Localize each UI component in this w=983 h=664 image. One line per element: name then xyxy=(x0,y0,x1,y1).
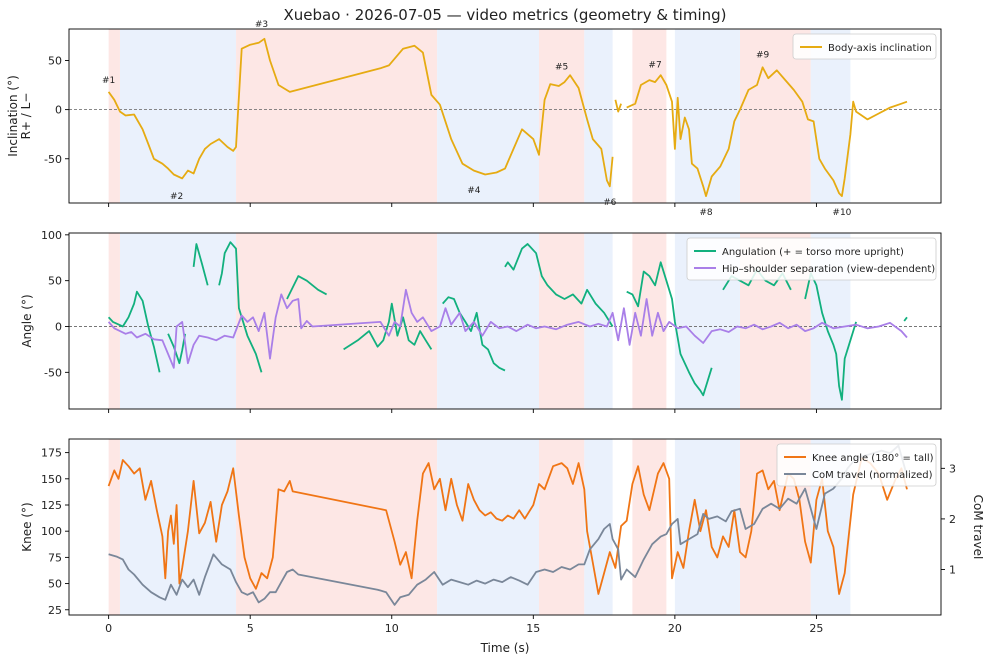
event-annotation: #8 xyxy=(699,208,713,218)
figure-title: Xuebao · 2026-07-05 — video metrics (geo… xyxy=(283,6,726,24)
y-tick-label: 125 xyxy=(41,499,62,512)
plot-frame xyxy=(68,28,942,204)
y-tick-label: 0 xyxy=(55,104,62,117)
y-tick-label: 175 xyxy=(41,447,62,460)
x-tick-label: 10 xyxy=(385,622,399,635)
band-5 xyxy=(538,233,585,409)
x-tick-label: 15 xyxy=(526,622,540,635)
series-1-segment-1 xyxy=(107,457,908,595)
series-1-segment-3 xyxy=(626,66,908,197)
legend: Body-axis inclination xyxy=(792,33,937,60)
legend-entry: CoM travel (normalized) xyxy=(812,470,933,481)
y-right-tick-label: 3 xyxy=(949,462,956,475)
legend-entry: Angulation (+ = torso more upright) xyxy=(722,247,904,258)
series-1-segment-6 xyxy=(343,302,433,351)
shaded-bands xyxy=(108,29,851,203)
series-1-segment-1 xyxy=(107,290,161,373)
x-tick-label: 20 xyxy=(668,622,682,635)
band-1 xyxy=(108,439,120,615)
band-8 xyxy=(674,439,740,615)
legend: Knee angle (180° = tall) CoM travel (norm… xyxy=(776,443,937,487)
legend-box xyxy=(686,237,937,281)
y-tick-label: 75 xyxy=(48,551,62,564)
legend: Angulation (+ = torso more upright) Hip–s… xyxy=(686,237,937,281)
legend-box xyxy=(792,33,937,60)
event-annotation: #9 xyxy=(756,51,770,61)
y-tick-label: 50 xyxy=(48,54,62,67)
event-annotation: #7 xyxy=(648,60,661,70)
y-axis-label: Knee (°) xyxy=(20,502,34,551)
legend-entry: Knee angle (180° = tall) xyxy=(812,453,934,464)
series-1-segment-12 xyxy=(903,316,908,322)
band-2 xyxy=(119,233,237,409)
y-tick-label: 50 xyxy=(48,275,62,288)
band-4 xyxy=(437,439,539,615)
y-tick-label: 100 xyxy=(41,525,62,538)
plot-frame xyxy=(68,232,942,410)
y-tick-label: -50 xyxy=(44,366,62,379)
shaded-bands xyxy=(108,439,851,615)
series-1-segment-4 xyxy=(218,241,263,373)
y-right-tick-label: 2 xyxy=(949,513,956,526)
series-1-segment-2 xyxy=(614,99,622,113)
y-tick-label: 50 xyxy=(48,578,62,591)
event-annotation: #6 xyxy=(603,198,617,208)
band-5 xyxy=(538,29,585,203)
band-6 xyxy=(584,29,613,203)
legend-entry: Body-axis inclination xyxy=(828,43,932,54)
series-1-segment-2 xyxy=(167,333,186,365)
band-1 xyxy=(108,29,120,203)
band-3 xyxy=(236,439,438,615)
band-2 xyxy=(119,29,237,203)
series-1-segment-3 xyxy=(192,243,209,286)
band-1 xyxy=(108,233,120,409)
event-annotation: #3 xyxy=(255,20,268,30)
event-annotation: #4 xyxy=(467,186,481,196)
x-tick-label: 0 xyxy=(105,622,112,635)
y-axis-label: Inclination (°) xyxy=(6,75,20,157)
series-1-segment-5 xyxy=(286,275,328,300)
y-axis-label: R+ / L− xyxy=(19,93,33,140)
y-right-axis-label: CoM travel xyxy=(971,495,983,560)
panel-1: -50 0 50 Inclination (°) R+ / L− #1 #2 #3 #4 #5 #6… xyxy=(6,20,942,218)
event-annotation: #2 xyxy=(170,192,183,202)
y-tick-label: 25 xyxy=(48,604,62,617)
y-tick-label: 150 xyxy=(41,473,62,486)
series-1-segment-11 xyxy=(804,272,857,401)
series-lines xyxy=(107,37,908,197)
series-lines xyxy=(107,444,908,606)
series-2-segment-1 xyxy=(107,288,908,369)
band-6 xyxy=(584,233,613,409)
band-4 xyxy=(437,233,539,409)
band-6 xyxy=(584,439,613,615)
event-annotation: #1 xyxy=(102,76,115,86)
band-4 xyxy=(437,29,539,203)
event-annotation: #5 xyxy=(555,62,568,72)
x-axis-label: Time (s) xyxy=(480,641,530,655)
y-right-tick-label: 1 xyxy=(949,563,956,576)
plot-frame xyxy=(68,438,942,616)
series-lines xyxy=(107,241,908,401)
legend-entry: Hip–shoulder separation (view-dependent) xyxy=(722,264,935,275)
panel-3: 25 50 75 100 125 150 175 1 2 3 CoM travel 0 5 10 15 20 2… xyxy=(20,438,983,655)
band-7 xyxy=(632,29,667,203)
x-tick-label: 25 xyxy=(809,622,823,635)
series-1-segment-8 xyxy=(504,243,614,327)
series-1-segment-1 xyxy=(107,37,614,188)
y-axis-label: Angle (°) xyxy=(20,294,34,347)
series-1-segment-9 xyxy=(626,261,713,397)
series-2-segment-1 xyxy=(108,444,908,606)
legend-box xyxy=(776,443,937,487)
y-tick-label: -50 xyxy=(44,153,62,166)
x-tick-label: 5 xyxy=(247,622,254,635)
band-3 xyxy=(236,29,438,203)
panel-2: -50 0 50 100 Angle (°) Angulation (+ = torso … xyxy=(20,229,942,413)
y-tick-label: 100 xyxy=(41,229,62,242)
event-annotation: #10 xyxy=(832,208,851,218)
band-8 xyxy=(674,29,740,203)
y-tick-label: 0 xyxy=(55,321,62,334)
